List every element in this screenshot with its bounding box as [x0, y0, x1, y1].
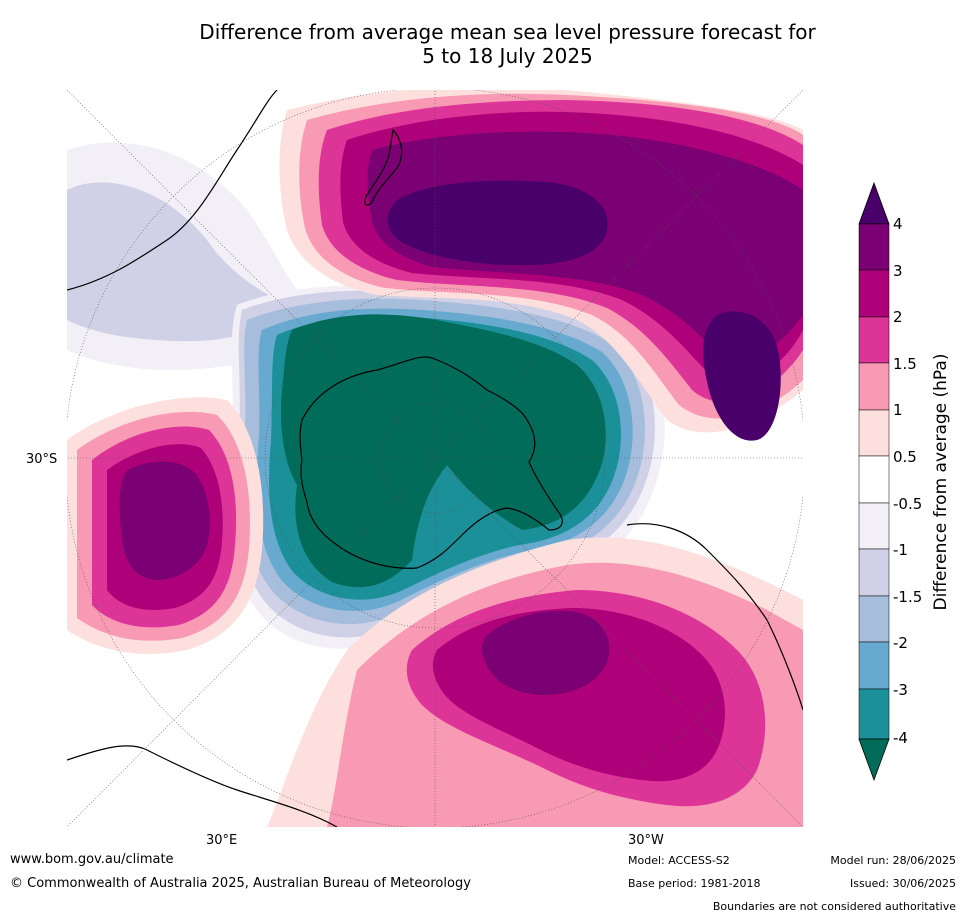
colorbar-band-neg05-05	[858, 455, 890, 504]
colorbar-label-neg3: -3	[893, 681, 908, 699]
map-svg	[67, 90, 803, 827]
polar-map	[67, 90, 803, 827]
contour-central-below-neg4	[280, 314, 606, 588]
coastlines	[67, 90, 803, 827]
map-title: Difference from average mean sea level p…	[80, 20, 935, 68]
colorbar-title: Difference from average (hPa)	[931, 353, 951, 611]
colorbar-label-neg05: -0.5	[893, 495, 923, 513]
africa-coast	[67, 745, 338, 827]
australia-coast	[67, 90, 278, 291]
pressure-anomaly-field	[67, 90, 803, 827]
longitude-label-30e: 30°E	[206, 833, 238, 848]
colorbar-label-neg2: -2	[893, 634, 908, 652]
base-period: Base period: 1981-2018	[628, 877, 761, 890]
colorbar-top-triangle	[858, 181, 890, 225]
title-line-2: 5 to 18 July 2025	[422, 44, 593, 68]
model-run-date: Model run: 28/06/2025	[830, 854, 956, 867]
colorbar-label-4: 4	[893, 215, 903, 233]
longitude-label-30w: 30°W	[628, 833, 664, 848]
contour-nz-4b	[703, 311, 781, 441]
colorbar-band-neg1-neg05	[858, 502, 890, 550]
contour-wio-3	[119, 461, 210, 580]
colorbar-band-neg3-neg2	[858, 641, 890, 690]
colorbar-label-2: 2	[893, 308, 903, 326]
colorbar-band-neg4-neg3	[858, 688, 890, 740]
colorbar-bottom-triangle	[858, 738, 890, 782]
copyright-text: © Commonwealth of Australia 2025, Austra…	[10, 876, 471, 891]
issued-date: Issued: 30/06/2025	[849, 877, 956, 890]
colorbar-band-neg2-neg15	[858, 595, 890, 643]
contour-nz-4a	[387, 180, 608, 266]
colorbar-band-1-15	[858, 362, 890, 411]
title-line-1: Difference from average mean sea level p…	[199, 20, 816, 44]
graticule	[67, 90, 803, 827]
colorbar-label-05: 0.5	[893, 448, 917, 466]
website-link[interactable]: www.bom.gov.au/climate	[10, 852, 174, 867]
lat-circle-60s	[264, 287, 606, 629]
contour-west-neg15	[67, 182, 287, 342]
colorbar-band-neg15-neg1	[858, 548, 890, 597]
contour-sa-3	[481, 610, 610, 695]
colorbar-label-3: 3	[893, 262, 903, 280]
latitude-label-30s: 30°S	[26, 452, 58, 467]
new-zealand-coast	[364, 128, 403, 206]
colorbar-label-1: 1	[893, 401, 903, 419]
colorbar-band-3-4	[858, 223, 890, 271]
colorbar-band-2-3	[858, 269, 890, 318]
colorbar-label-neg1: -1	[893, 541, 908, 559]
boundaries-disclaimer: Boundaries are not considered authoritat…	[712, 900, 956, 913]
colorbar-label-neg15: -1.5	[893, 588, 923, 606]
south-america-coast	[626, 523, 803, 711]
colorbar	[858, 181, 890, 782]
model-name: Model: ACCESS-S2	[628, 854, 730, 867]
colorbar-label-15: 1.5	[893, 355, 917, 373]
colorbar-label-neg4: -4	[893, 729, 908, 747]
colorbar-band-15-2	[858, 316, 890, 364]
colorbar-band-05-1	[858, 409, 890, 457]
antarctica-coast	[299, 356, 563, 569]
